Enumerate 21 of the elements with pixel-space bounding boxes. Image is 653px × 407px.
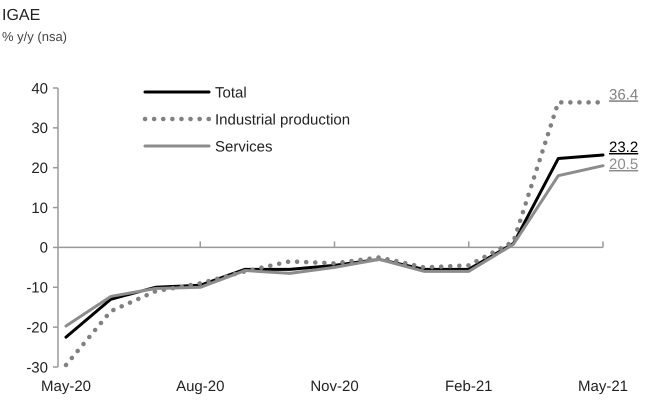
legend-label: Services — [215, 138, 273, 156]
y-tick-label: 30 — [31, 120, 48, 138]
y-tick-label: 10 — [31, 200, 48, 217]
legend-label: Industrial production — [215, 111, 350, 128]
x-tick-label: Feb-21 — [444, 378, 493, 395]
x-tick-label: Aug-20 — [176, 378, 224, 395]
chart-subtitle: % y/y (nsa) — [2, 29, 68, 44]
y-tick-label: 20 — [31, 160, 48, 177]
data-label: 20.5 — [609, 156, 638, 173]
y-tick-label: 0 — [40, 240, 48, 257]
y-tick-label: 40 — [31, 80, 48, 98]
y-tick-label: -20 — [26, 319, 48, 336]
x-tick-label: Nov-20 — [310, 378, 359, 395]
chart-title: IGAE — [2, 7, 40, 24]
x-tick-label: May-21 — [578, 378, 628, 395]
legend-label: Total — [215, 84, 247, 102]
x-tick-label: May-20 — [40, 378, 92, 395]
y-tick-label: -10 — [26, 280, 48, 297]
data-label: 36.4 — [609, 86, 638, 104]
y-tick-label: -30 — [26, 359, 48, 376]
data-label: 23.2 — [609, 138, 638, 156]
